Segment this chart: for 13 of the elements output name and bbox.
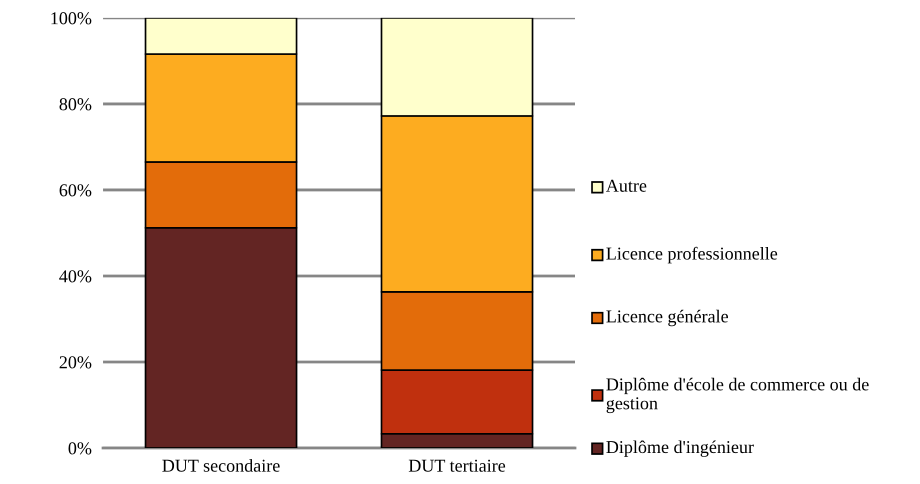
y-tick-label: 40% (59, 270, 92, 282)
legend-label: Licence générale (606, 310, 728, 326)
y-tick-label: 20% (60, 356, 92, 368)
legend-label: Autre (606, 180, 646, 192)
y-tick-label: 80% (60, 98, 92, 110)
legend-label: Diplôme d'école de commerce ou de gestion (606, 378, 869, 414)
x-tick-label: DUT tertiaire (408, 460, 506, 472)
x-tick-label: DUT secondaire (162, 459, 280, 472)
y-tick-label: 0% (68, 442, 92, 454)
y-tick-label: 100% (51, 12, 92, 24)
legend-label: Diplôme d'ingénieur (606, 440, 754, 457)
legend-label: Licence professionnelle (606, 246, 778, 264)
y-tick-label: 60% (60, 184, 92, 196)
